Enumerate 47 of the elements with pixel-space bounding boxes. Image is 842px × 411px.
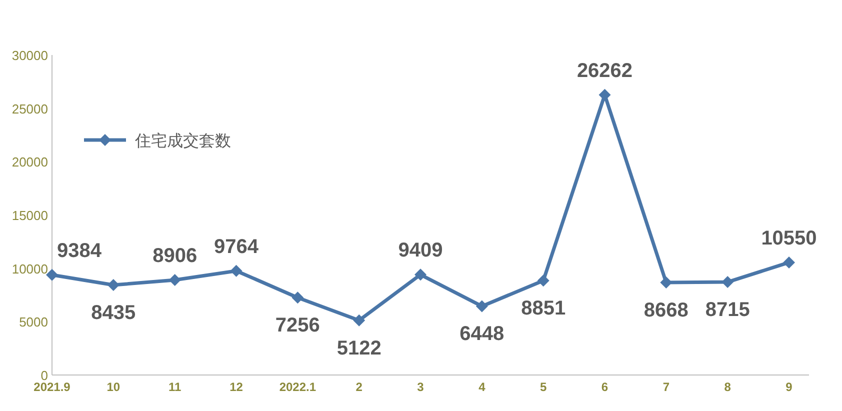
x-tick-label: 10	[106, 380, 120, 394]
data-label: 9384	[57, 240, 102, 262]
point	[353, 314, 366, 326]
x-tick-label: 2021.9	[34, 380, 71, 394]
data-label: 26262	[576, 60, 633, 82]
point	[168, 274, 181, 286]
point	[46, 268, 58, 281]
x-tick-label: 8	[724, 380, 732, 394]
y-tick-label: 25000	[12, 101, 48, 116]
y-tick-label: 0	[40, 368, 48, 383]
data-label: 8715	[705, 299, 750, 322]
point	[537, 274, 550, 287]
x-tick-label: 5	[540, 380, 547, 394]
x-tick-label: 9	[786, 380, 793, 394]
point	[230, 264, 242, 277]
point	[722, 276, 734, 288]
x-tick-label: 11	[168, 380, 182, 394]
point	[476, 300, 488, 312]
data-label: 9409	[398, 240, 443, 262]
data-label: 8668	[644, 300, 688, 322]
point	[414, 268, 426, 281]
point	[660, 276, 672, 289]
data-label: 8435	[91, 302, 136, 324]
x-tick-label: 2022.1	[279, 380, 316, 394]
x-tick-label: 4	[478, 380, 486, 394]
point	[783, 256, 795, 268]
data-label: 8851	[521, 298, 566, 320]
data-label: 6448	[460, 323, 504, 346]
y-tick-label: 30000	[12, 48, 48, 63]
legend-label: 住宅成交套数	[134, 132, 231, 150]
x-tick-label: 7	[662, 380, 670, 394]
y-tick-label: 20000	[12, 154, 48, 170]
y-tick-label: 5000	[19, 314, 48, 330]
x-tick-label: 3	[417, 380, 424, 394]
data-label: 10550	[761, 227, 817, 250]
data-label: 5122	[336, 337, 382, 360]
y-tick-label: 15000	[12, 208, 48, 223]
y-tick-label: 10000	[12, 261, 48, 276]
point	[292, 292, 304, 304]
x-tick-label: 6	[601, 380, 608, 394]
point	[598, 88, 611, 101]
data-label: 7256	[275, 314, 320, 337]
data-label: 9764	[214, 236, 260, 258]
data-label: 8906	[152, 245, 198, 268]
x-tick-label: 12	[230, 380, 244, 394]
x-tick-label: 2	[356, 380, 363, 394]
point	[107, 279, 120, 292]
